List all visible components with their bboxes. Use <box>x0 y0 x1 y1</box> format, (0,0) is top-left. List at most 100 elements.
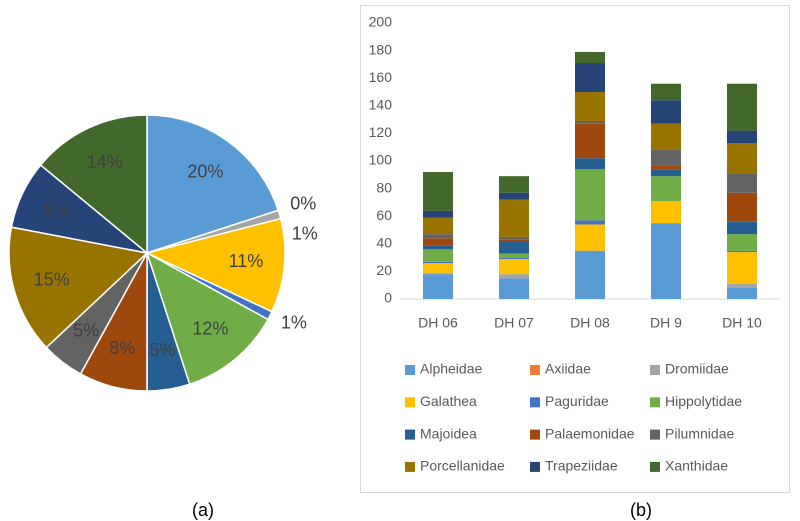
legend-label: Axiidae <box>545 361 591 377</box>
y-tick-label: 0 <box>384 290 392 306</box>
bar-segment <box>727 287 757 299</box>
pie-label: 11% <box>229 251 264 271</box>
legend-label: Xanthidae <box>665 458 728 474</box>
bar-segment <box>499 274 529 279</box>
legend-label: Hippolytidae <box>665 393 742 409</box>
caption: (b) <box>630 500 652 520</box>
y-tick-label: 180 <box>369 41 393 57</box>
pie-slice <box>146 114 280 255</box>
legend-swatch <box>530 397 540 408</box>
bar-segment <box>499 192 529 200</box>
bar-segment <box>499 241 529 254</box>
x-tick-label: DH 10 <box>722 315 762 331</box>
bar-segment <box>423 245 453 250</box>
pie-label: 5% <box>150 340 176 360</box>
pie-label: 12% <box>192 318 228 338</box>
legend-swatch <box>650 397 660 408</box>
y-tick-label: 40 <box>376 235 392 251</box>
bar-segment <box>727 192 757 222</box>
pie-label: 20% <box>187 161 223 181</box>
bar-segment <box>575 51 605 64</box>
pie-label: 1% <box>281 313 307 333</box>
bar-segment <box>727 130 757 144</box>
caption: (a) <box>192 500 214 520</box>
legend-label: Majoidea <box>420 425 477 441</box>
legend-swatch <box>530 461 540 472</box>
bar-segment <box>651 176 681 202</box>
pie-slice <box>144 217 286 313</box>
y-tick-label: 20 <box>376 262 392 278</box>
bar-segment <box>423 234 453 239</box>
bar-segment <box>727 252 757 284</box>
y-tick-label: 80 <box>376 179 392 195</box>
bar-segment <box>727 173 757 193</box>
legend-swatch <box>405 429 415 440</box>
bar-segment <box>575 224 605 251</box>
bar-segment <box>423 272 453 275</box>
pie-label: 8% <box>44 199 70 219</box>
bar-segment <box>423 249 453 262</box>
pie-slice <box>8 226 149 349</box>
bar-segment <box>575 92 605 121</box>
y-tick-label: 120 <box>369 124 393 140</box>
legend-label: Galathea <box>420 393 477 409</box>
pie-label: 14% <box>87 152 123 172</box>
pie-label: 1% <box>292 224 318 244</box>
x-tick-label: DH 9 <box>650 315 682 331</box>
bar-segment <box>575 63 605 92</box>
bar-segment <box>499 199 529 237</box>
bar-segment <box>575 220 605 225</box>
bar-segment <box>499 236 529 240</box>
bar-segment <box>423 274 453 299</box>
bar-segment <box>651 149 681 166</box>
bar-segment <box>423 172 453 211</box>
bar-segment <box>423 263 453 273</box>
legend-swatch <box>650 461 660 472</box>
bar-segment <box>575 169 605 221</box>
pie-slice <box>39 114 148 255</box>
bar-segment <box>651 169 681 177</box>
pie-label: 8% <box>109 338 135 358</box>
x-tick-label: DH 06 <box>418 315 458 331</box>
pie-label: 15% <box>34 269 70 289</box>
legend-label: Pilumnidae <box>665 425 734 441</box>
bar-segment <box>423 261 453 264</box>
bar-segment <box>499 176 529 193</box>
bar-segment <box>727 250 757 253</box>
bar-segment <box>727 283 757 288</box>
legend-swatch <box>405 461 415 472</box>
legend-swatch <box>405 397 415 408</box>
pie-label: 5% <box>73 320 99 340</box>
legend-label: Paguridae <box>545 393 609 409</box>
bar-segment <box>423 217 453 235</box>
y-tick-label: 60 <box>376 207 392 223</box>
y-tick-label: 140 <box>369 97 393 113</box>
legend-swatch <box>650 429 660 440</box>
bar-segment <box>575 123 605 159</box>
bar-segment <box>651 223 681 299</box>
bar-segment <box>499 258 529 275</box>
y-tick-label: 160 <box>369 69 393 85</box>
legend-label: Palaemonidae <box>545 425 635 441</box>
y-tick-label: 200 <box>369 14 393 30</box>
bar-segment <box>575 158 605 170</box>
legend-label: Dromiidae <box>665 361 729 377</box>
bar-segment <box>499 253 529 258</box>
y-tick-label: 100 <box>369 152 393 168</box>
legend-label: Alpheidae <box>420 361 482 377</box>
x-tick-label: DH 07 <box>494 315 534 331</box>
bar-segment <box>651 100 681 124</box>
legend-swatch <box>650 365 660 375</box>
bar-segment <box>651 123 681 150</box>
bar-segment <box>651 83 681 101</box>
legend-swatch <box>405 365 415 375</box>
bar-segment <box>499 278 529 299</box>
legend-swatch <box>530 429 540 440</box>
legend-label: Porcellanidae <box>420 458 505 474</box>
pie-slice <box>145 251 269 386</box>
legend-label: Trapeziidae <box>545 458 618 474</box>
x-tick-label: DH 08 <box>570 315 610 331</box>
bar-segment <box>727 143 757 174</box>
legend-swatch <box>530 365 540 375</box>
bar-segment <box>423 238 453 246</box>
